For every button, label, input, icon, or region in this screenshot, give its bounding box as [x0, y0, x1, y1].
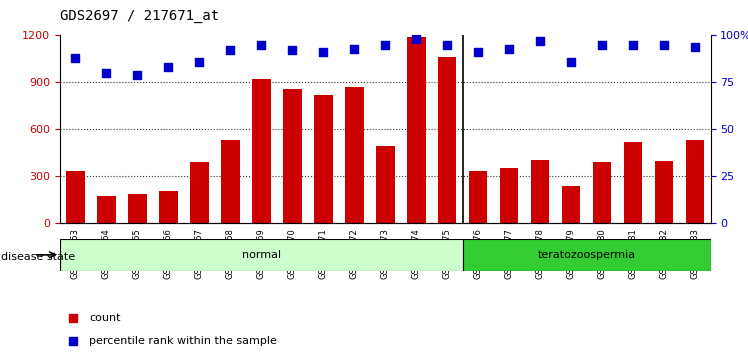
Point — [534, 38, 546, 44]
Bar — [438, 57, 456, 223]
Bar — [128, 194, 147, 223]
Bar — [66, 171, 85, 223]
Point — [379, 42, 391, 47]
Point — [689, 44, 701, 50]
Bar — [60, 239, 463, 271]
Text: normal: normal — [242, 250, 280, 260]
Bar — [407, 37, 426, 223]
Point — [596, 42, 608, 47]
Point — [503, 46, 515, 51]
Bar — [686, 140, 705, 223]
Point — [255, 42, 267, 47]
Bar — [469, 171, 488, 223]
Point — [627, 42, 639, 47]
Bar — [531, 160, 550, 223]
Text: teratozoospermia: teratozoospermia — [538, 250, 636, 260]
Point — [286, 47, 298, 53]
Bar — [190, 162, 209, 223]
Text: percentile rank within the sample: percentile rank within the sample — [89, 336, 277, 346]
Point — [658, 42, 670, 47]
Bar — [252, 79, 271, 223]
Point — [441, 42, 453, 47]
Bar — [463, 239, 711, 271]
Point — [472, 50, 484, 55]
Point — [193, 59, 205, 64]
Bar — [221, 140, 239, 223]
Point — [70, 55, 82, 61]
Bar — [654, 161, 673, 223]
Bar — [562, 186, 580, 223]
Bar — [624, 142, 643, 223]
Bar — [500, 168, 518, 223]
Text: disease state: disease state — [1, 252, 76, 262]
Bar — [97, 196, 116, 223]
Point — [132, 72, 144, 78]
Bar — [314, 95, 333, 223]
Bar — [376, 147, 394, 223]
Point — [317, 50, 329, 55]
Point — [565, 59, 577, 64]
Bar — [283, 88, 301, 223]
Bar — [345, 87, 364, 223]
Bar — [159, 191, 177, 223]
Point — [100, 70, 112, 76]
Point — [162, 64, 174, 70]
Text: GDS2697 / 217671_at: GDS2697 / 217671_at — [60, 9, 219, 23]
Bar — [593, 162, 611, 223]
Point — [224, 47, 236, 53]
Point — [410, 36, 422, 42]
Point — [349, 46, 361, 51]
Text: count: count — [89, 313, 120, 323]
